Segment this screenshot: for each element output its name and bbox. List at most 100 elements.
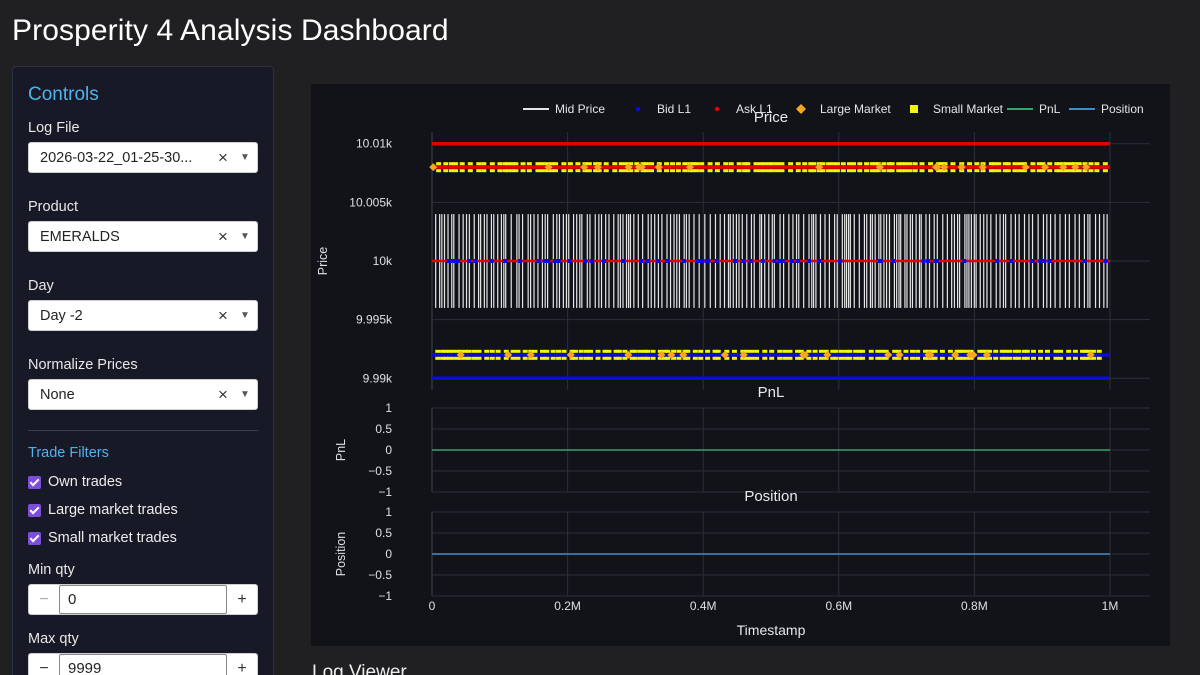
small-market-mark	[613, 356, 619, 360]
checkbox-checked-icon[interactable]	[28, 503, 41, 517]
small-market-mark	[436, 162, 442, 166]
small-market-mark	[881, 162, 887, 166]
small-market-mark	[1090, 349, 1096, 353]
small-market-mark	[588, 356, 594, 360]
legend-swatch	[635, 106, 641, 112]
clear-icon[interactable]: ×	[218, 385, 228, 404]
small-market-mark	[675, 169, 681, 173]
log-file-select[interactable]: 2026-03-22_01-25-30... × ▼	[28, 142, 258, 173]
small-market-mark	[1003, 349, 1009, 353]
small-market-mark	[745, 162, 751, 166]
y-tick-label: 1	[385, 401, 392, 415]
small-market-mark	[1021, 169, 1027, 173]
small-market-mark	[1007, 356, 1013, 360]
y-tick-label: 10k	[373, 254, 393, 268]
small-market-mark	[662, 356, 668, 360]
clear-icon[interactable]: ×	[218, 148, 228, 167]
small-market-mark	[731, 356, 737, 360]
small-market-mark	[550, 356, 556, 360]
mid-center-bid-mark	[503, 259, 508, 263]
small-market-mark	[777, 349, 783, 353]
x-tick-label: 0.2M	[554, 599, 581, 613]
small-market-mark	[1012, 356, 1018, 360]
mid-center-bid-mark	[639, 259, 644, 263]
large-market-mark	[951, 350, 960, 359]
small-market-mark	[476, 169, 482, 173]
max-qty-input[interactable]: 9999	[59, 654, 227, 675]
small-market-mark	[1057, 169, 1063, 173]
decrement-button[interactable]: −	[39, 590, 49, 608]
min-qty-stepper: − 0 +	[28, 584, 258, 615]
large-market-mark	[657, 350, 666, 359]
small-market-mark	[758, 169, 764, 173]
small-market-mark	[634, 162, 640, 166]
mid-center-bid-mark	[789, 259, 794, 263]
clear-icon[interactable]: ×	[218, 227, 228, 246]
small-market-mark	[1076, 162, 1082, 166]
small-market-mark	[1021, 162, 1027, 166]
chart-svg[interactable]: 10.01k 10.005k 10k 9.995k 9.99k Price Price 1 0.…	[311, 84, 1170, 646]
product-select[interactable]: EMERALDS × ▼	[28, 221, 258, 252]
large-trades-checkbox[interactable]: Large market trades	[28, 502, 258, 518]
mid-center-bid-mark	[473, 259, 478, 263]
small-market-mark	[779, 169, 785, 173]
small-market-mark	[466, 349, 472, 353]
chevron-down-icon[interactable]: ▼	[240, 231, 250, 242]
small-market-mark	[820, 169, 826, 173]
small-trades-checkbox[interactable]: Small market trades	[28, 530, 258, 546]
small-market-mark	[883, 349, 889, 353]
small-market-mark	[782, 349, 788, 353]
small-market-mark	[928, 162, 934, 166]
small-market-mark	[939, 162, 945, 166]
small-market-mark	[1088, 169, 1094, 173]
small-market-mark	[643, 169, 649, 173]
checkbox-checked-icon[interactable]	[28, 475, 41, 489]
day-select[interactable]: Day -2 × ▼	[28, 300, 258, 331]
small-market-mark	[705, 356, 711, 360]
small-market-mark	[1096, 356, 1102, 360]
own-trades-checkbox[interactable]: Own trades	[28, 474, 258, 490]
clear-icon[interactable]: ×	[218, 306, 228, 325]
small-market-mark	[830, 162, 836, 166]
small-market-mark	[847, 169, 853, 173]
small-market-mark	[705, 349, 711, 353]
legend-label: Position	[1101, 102, 1144, 116]
small-market-mark	[1076, 169, 1082, 173]
small-market-mark	[539, 169, 545, 173]
mid-center-bid-mark	[645, 259, 650, 263]
chevron-down-icon[interactable]: ▼	[240, 152, 250, 163]
small-market-mark	[912, 162, 918, 166]
increment-button[interactable]: +	[237, 659, 247, 675]
small-market-mark	[769, 356, 775, 360]
mid-center-bid-mark	[777, 259, 782, 263]
mid-center-bid-mark	[1047, 259, 1052, 263]
small-market-mark	[1036, 169, 1042, 173]
min-qty-input[interactable]: 0	[59, 585, 227, 614]
small-market-mark	[1086, 356, 1092, 360]
normalize-select[interactable]: None × ▼	[28, 379, 258, 410]
small-market-mark	[463, 349, 469, 353]
checkbox-checked-icon[interactable]	[28, 531, 41, 545]
small-market-mark	[616, 356, 622, 360]
small-market-mark	[481, 169, 487, 173]
small-market-mark	[993, 356, 999, 360]
large-market-mark	[1059, 163, 1068, 172]
analysis-chart[interactable]: 10.01k 10.005k 10k 9.995k 9.99k Price Price 1 0.…	[311, 84, 1170, 646]
small-market-mark	[1102, 162, 1108, 166]
chevron-down-icon[interactable]: ▼	[240, 310, 250, 321]
small-market-mark	[450, 356, 456, 360]
x-tick-label: 1M	[1102, 599, 1119, 613]
small-market-mark	[450, 349, 456, 353]
small-market-mark	[840, 169, 846, 173]
x-axis-label: Timestamp	[737, 622, 806, 638]
day-value: Day -2	[40, 307, 83, 324]
small-market-mark	[628, 162, 634, 166]
small-market-mark	[446, 349, 452, 353]
small-market-mark	[769, 169, 775, 173]
small-market-mark	[532, 349, 538, 353]
small-market-mark	[1040, 169, 1046, 173]
decrement-button[interactable]: −	[39, 659, 49, 675]
increment-button[interactable]: +	[237, 590, 247, 608]
chevron-down-icon[interactable]: ▼	[240, 389, 250, 400]
small-market-mark	[515, 356, 521, 360]
